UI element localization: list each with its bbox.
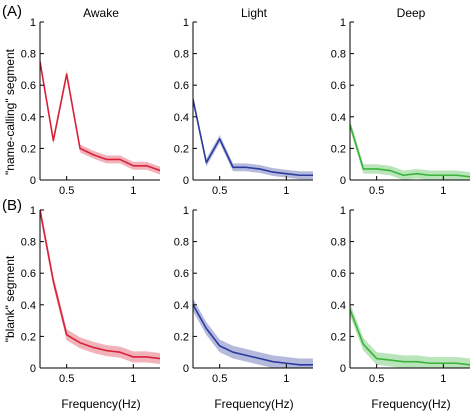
ytick-label-b-deep-1: 0.2 [331,331,346,343]
ytick-label-a-light-4: 0.8 [174,49,189,61]
xtick-label-a-awake-0: 0.5 [59,185,74,197]
xtick-label-b-awake-1: 1 [130,373,136,385]
ytick-label-a-awake-0: 0 [30,175,36,187]
xtick-label-a-awake-1: 1 [130,185,136,197]
error-band-b-light [193,298,313,368]
ytick-label-a-light-2: 0.4 [174,112,189,124]
ytick-label-b-deep-2: 0.4 [331,300,346,312]
series-line-a-light [193,99,313,177]
ylabel-name-calling: "name-calling" segment [3,48,17,175]
column-title-light: Light [241,6,268,20]
series-line-a-deep [350,124,470,178]
ytick-label-a-light-3: 0.6 [174,80,189,92]
error-band-a-light [193,95,313,180]
ytick-label-a-deep-3: 0.6 [331,80,346,92]
panel-a-light: 0 0.2 0.4 0.6 0.8 1 0.5 1 [174,17,313,197]
ytick-label-a-awake-2: 0.4 [21,112,36,124]
panel-b-light: 0 0.2 0.4 0.6 0.8 1 0.5 1 [174,205,313,385]
xtick-label-a-light-0: 0.5 [212,185,227,197]
ytick-label-b-deep-3: 0.6 [331,268,346,280]
ytick-label-b-deep-0: 0 [340,363,346,375]
ytick-label-a-awake-1: 0.2 [21,143,36,155]
ytick-label-b-deep-5: 1 [340,205,346,217]
xtick-label-a-light-1: 1 [283,185,289,197]
error-band-a-awake [40,57,160,175]
ytick-label-a-deep-2: 0.4 [331,112,346,124]
xtick-label-b-deep-0: 0.5 [369,373,384,385]
xtick-label-b-light-1: 1 [283,373,289,385]
panel-a-deep: 0 0.2 0.4 0.6 0.8 1 0.5 1 [331,17,470,197]
series-line-b-awake [40,210,160,360]
ytick-label-b-light-4: 0.8 [174,237,189,249]
panel-b-awake: 0 0.2 0.4 0.6 0.8 1 0.5 1 [21,205,160,385]
panels: 0 0.2 0.4 0.6 0.8 1 0.5 1 0 0.2 0.4 0.6 0.8 1 0.5 1 0 0.2… [21,17,470,385]
ytick-label-b-awake-5: 1 [30,205,36,217]
xtick-label-a-deep-0: 0.5 [369,185,384,197]
ytick-label-b-awake-2: 0.4 [21,300,36,312]
ytick-label-b-awake-1: 0.2 [21,331,36,343]
xlabel-deep: Frequency(Hz) [371,397,450,411]
ytick-label-b-light-5: 1 [183,205,189,217]
ytick-label-b-awake-4: 0.8 [21,237,36,249]
ytick-label-a-awake-5: 1 [30,17,36,29]
panel-label-a: (A) [2,3,22,20]
xtick-label-b-awake-0: 0.5 [59,373,74,385]
ytick-label-b-light-0: 0 [183,363,189,375]
panel-a-awake: 0 0.2 0.4 0.6 0.8 1 0.5 1 [21,17,160,197]
panel-b-deep: 0 0.2 0.4 0.6 0.8 1 0.5 1 [331,205,470,385]
ytick-label-a-awake-4: 0.8 [21,49,36,61]
xtick-label-b-light-0: 0.5 [212,373,227,385]
ytick-label-b-light-2: 0.4 [174,300,189,312]
ytick-label-a-deep-4: 0.8 [331,49,346,61]
ytick-label-a-light-1: 0.2 [174,143,189,155]
error-band-b-awake [40,210,160,365]
ytick-label-a-deep-0: 0 [340,175,346,187]
xlabel-light: Frequency(Hz) [214,397,293,411]
xtick-label-a-deep-1: 1 [440,185,446,197]
column-title-awake: Awake [83,6,119,20]
ytick-label-b-deep-4: 0.8 [331,237,346,249]
series-line-a-awake [40,61,160,172]
ytick-label-a-deep-1: 0.2 [331,143,346,155]
error-band-b-deep [350,303,470,368]
ytick-label-b-light-1: 0.2 [174,331,189,343]
ytick-label-b-light-3: 0.6 [174,268,189,280]
ytick-label-a-awake-3: 0.6 [21,80,36,92]
ytick-label-b-awake-0: 0 [30,363,36,375]
error-band-a-deep [350,119,470,180]
panel-label-b: (B) [2,197,22,214]
ylabel-blank: "blank" segment [3,255,17,342]
xlabel-awake: Frequency(Hz) [61,397,140,411]
ytick-label-a-light-0: 0 [183,175,189,187]
ytick-label-a-light-5: 1 [183,17,189,29]
ytick-label-b-awake-3: 0.6 [21,268,36,280]
series-line-b-light [193,304,313,366]
xtick-label-b-deep-1: 1 [440,373,446,385]
series-line-b-deep [350,309,470,366]
column-title-deep: Deep [397,6,426,20]
ytick-label-a-deep-5: 1 [340,17,346,29]
